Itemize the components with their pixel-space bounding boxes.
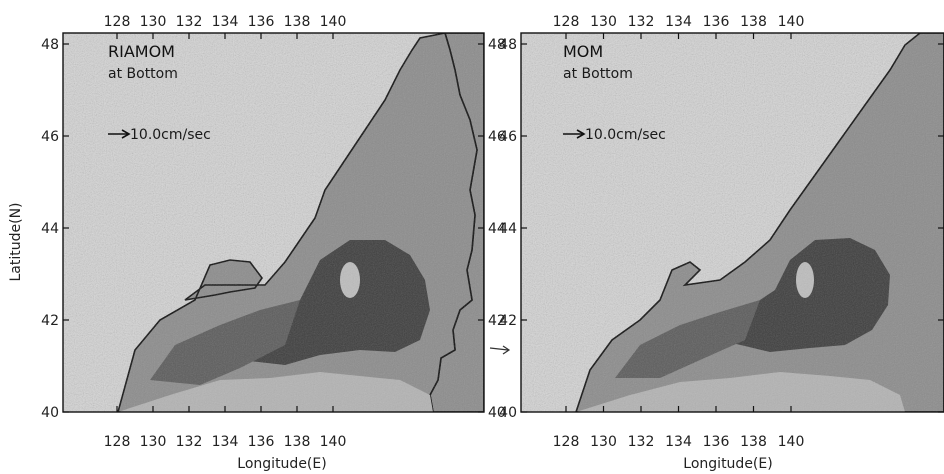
y-tick-label-right: 48 — [488, 37, 506, 53]
y-tick-label-right: 44 — [488, 221, 506, 237]
y-tick-label: 40 — [499, 405, 517, 421]
x-tick-label-bottom: 130 — [140, 434, 167, 450]
panel-subtitle: at Bottom — [108, 66, 178, 82]
grain-overlay — [63, 33, 484, 412]
y-tick-label: 42 — [499, 313, 517, 329]
x-tick-label-bottom: 136 — [703, 434, 730, 450]
y-tick-label-right: 40 — [488, 405, 506, 421]
x-tick-label-top: 136 — [703, 14, 730, 30]
y-tick-label: 46 — [499, 129, 517, 145]
panel-frame — [62, 32, 485, 413]
x-tick-label-bottom: 136 — [248, 434, 275, 450]
panel-riamom: RIAMOM at Bottom 10.0cm/sec 128 128 130 130… — [41, 14, 506, 450]
arrow-icon — [489, 345, 511, 355]
axis-ticks: 128 128 130 130 132 132 134 134 136 136 138 138 140 1… — [499, 14, 944, 450]
y-tick-label: 46 — [41, 129, 59, 145]
x-tick-label-bottom: 134 — [665, 434, 692, 450]
x-tick-label-bottom: 128 — [553, 434, 580, 450]
x-tick-label-top: 128 — [104, 14, 131, 30]
panel-title: MOM — [563, 42, 603, 61]
scale-arrow-icon — [108, 129, 131, 139]
x-tick-label-bottom: 138 — [284, 434, 311, 450]
x-tick-label-top: 136 — [248, 14, 275, 30]
y-tick-label: 48 — [41, 37, 59, 53]
y-tick-label: 40 — [41, 405, 59, 421]
x-tick-label-bottom: 132 — [628, 434, 655, 450]
panel-mom: MOM at Bottom 10.0cm/sec 128 128 130 130 132… — [499, 14, 944, 450]
axis-ticks: 128 128 130 130 132 132 134 134 136 136 138 138 140 1… — [41, 14, 506, 450]
x-tick-label-top: 132 — [628, 14, 655, 30]
panel-subtitle: at Bottom — [563, 66, 633, 82]
x-tick-label-top: 138 — [284, 14, 311, 30]
x-axis-label: Longitude(E) — [237, 456, 326, 472]
y-tick-label: 44 — [41, 221, 59, 237]
x-tick-label-bottom: 130 — [590, 434, 617, 450]
x-tick-label-top: 130 — [140, 14, 167, 30]
panel-title: RIAMOM — [108, 42, 175, 61]
x-tick-label-bottom: 138 — [740, 434, 767, 450]
y-tick-label: 44 — [499, 221, 517, 237]
x-tick-label-top: 128 — [553, 14, 580, 30]
grain-overlay — [521, 33, 944, 412]
x-tick-label-top: 132 — [176, 14, 203, 30]
x-tick-label-bottom: 134 — [212, 434, 239, 450]
x-tick-label-bottom: 132 — [176, 434, 203, 450]
x-tick-label-bottom: 140 — [778, 434, 805, 450]
x-axis-label: Longitude(E) — [683, 456, 772, 472]
x-tick-label-bottom: 128 — [104, 434, 131, 450]
y-tick-label-right: 46 — [488, 129, 506, 145]
x-tick-label-bottom: 140 — [320, 434, 347, 450]
x-tick-label-top: 138 — [740, 14, 767, 30]
y-tick-label: 48 — [499, 37, 517, 53]
scale-label: 10.0cm/sec — [130, 127, 211, 143]
panel-frame — [520, 32, 944, 413]
y-tick-label: 42 — [41, 313, 59, 329]
x-tick-label-top: 134 — [212, 14, 239, 30]
y-tick-label-right: 42 — [488, 313, 506, 329]
x-tick-label-top: 140 — [778, 14, 805, 30]
x-tick-label-top: 130 — [590, 14, 617, 30]
scale-arrow-icon — [563, 129, 586, 139]
x-tick-label-top: 140 — [320, 14, 347, 30]
y-axis-label: Latitude(N) — [8, 202, 24, 281]
x-tick-label-top: 134 — [665, 14, 692, 30]
scale-label: 10.0cm/sec — [585, 127, 666, 143]
